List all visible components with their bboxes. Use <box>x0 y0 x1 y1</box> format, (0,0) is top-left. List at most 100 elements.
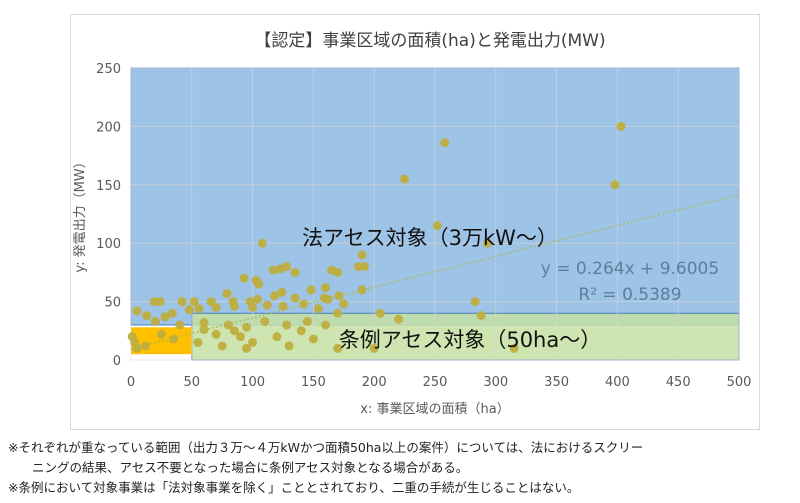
data-point <box>440 138 450 148</box>
data-point <box>254 279 264 289</box>
data-point <box>242 343 252 353</box>
y-tick-label: 100 <box>96 237 121 252</box>
data-point <box>132 306 142 316</box>
data-point <box>334 291 344 301</box>
data-point <box>610 180 620 190</box>
x-axis-label: x: 事業区域の面積（ha） <box>360 401 509 417</box>
x-tick-label: 350 <box>544 375 569 390</box>
x-tick-label: 250 <box>423 375 448 390</box>
data-point <box>321 320 331 330</box>
y-tick-label: 0 <box>113 354 121 369</box>
data-point <box>239 273 249 283</box>
data-point <box>149 297 159 307</box>
note-1-cont: ニングの結果、アセス不要となった場合に条例アセス対象となる場合がある。 <box>32 460 469 475</box>
x-tick-label: 400 <box>605 375 630 390</box>
data-point <box>194 304 204 314</box>
data-point <box>177 297 187 307</box>
y-tick-label: 250 <box>96 62 121 77</box>
data-point <box>290 293 300 303</box>
x-tick-label: 0 <box>127 375 135 390</box>
x-tick-label: 150 <box>301 375 326 390</box>
x-tick-label: 50 <box>184 375 201 390</box>
y-tick-label: 50 <box>104 296 121 311</box>
data-point <box>199 325 209 335</box>
x-tick-label: 450 <box>666 375 691 390</box>
data-point <box>400 174 410 184</box>
chart-title: 【認定】事業区域の面積(ha)と発電出力(MW) <box>254 31 605 51</box>
data-point <box>276 264 286 274</box>
region-label-law: 法アセス対象（3万kW〜） <box>302 226 558 250</box>
data-point <box>141 341 151 351</box>
data-point <box>222 288 232 298</box>
data-point <box>184 305 194 315</box>
y-tick-label: 200 <box>96 120 121 135</box>
data-point <box>375 308 385 318</box>
data-point <box>217 341 227 351</box>
data-point <box>284 341 294 351</box>
data-point <box>394 314 404 324</box>
data-point <box>296 326 306 336</box>
x-tick-label: 300 <box>483 375 508 390</box>
data-point <box>252 294 262 304</box>
data-point <box>248 302 258 312</box>
data-point <box>359 262 369 272</box>
data-point <box>482 238 492 248</box>
data-point <box>302 316 312 326</box>
data-point <box>357 285 367 295</box>
data-point <box>257 238 267 248</box>
data-point <box>306 285 316 295</box>
data-point <box>476 311 486 321</box>
region-label-ordinance: 条例アセス対象（50ha〜） <box>339 328 601 352</box>
data-point <box>323 294 333 304</box>
data-point <box>313 304 323 314</box>
data-point <box>470 297 480 307</box>
data-point <box>333 343 343 353</box>
chart-frame <box>70 14 760 430</box>
data-point <box>308 334 318 344</box>
x-tick-label: 500 <box>727 375 752 390</box>
data-point <box>169 334 179 344</box>
data-point <box>223 320 233 330</box>
data-point <box>333 308 343 318</box>
y-tick-label: 150 <box>96 179 121 194</box>
data-point <box>432 221 442 231</box>
data-point <box>167 308 177 318</box>
note-2: ※条例において対象事業は「法対象事業を除く」こととされており、二重の手続が生じる… <box>8 480 580 495</box>
data-point <box>290 267 300 277</box>
data-point <box>369 343 379 353</box>
y-axis-label: y: 発電出力（MW） <box>73 155 88 272</box>
data-point <box>211 302 221 312</box>
data-point <box>229 301 239 311</box>
trendline <box>130 193 740 350</box>
data-point <box>189 297 199 307</box>
note-1: ※それぞれが重なっている範囲（出力３万〜４万kWかつ面積50ha以上の案件）につ… <box>8 440 644 455</box>
data-point <box>282 320 292 330</box>
x-tick-label: 100 <box>240 375 265 390</box>
data-point <box>299 299 309 309</box>
data-point <box>132 343 142 353</box>
data-point <box>175 320 185 330</box>
data-point <box>262 300 272 310</box>
data-point <box>327 265 337 275</box>
data-point <box>142 311 152 321</box>
data-point <box>269 291 279 301</box>
data-point <box>160 312 170 322</box>
data-point <box>339 299 349 309</box>
data-point <box>509 343 519 353</box>
region-ordinance-assessment <box>191 312 740 361</box>
data-point <box>260 316 270 326</box>
data-point <box>248 337 258 347</box>
data-point <box>616 121 626 131</box>
data-point <box>277 287 287 297</box>
data-point <box>235 332 245 342</box>
data-point <box>272 332 282 342</box>
data-point <box>278 301 288 311</box>
trendline-r2: R² = 0.5389 <box>578 285 681 305</box>
data-point <box>357 250 367 260</box>
data-point <box>199 318 209 328</box>
data-point <box>321 283 331 293</box>
x-tick-label: 200 <box>362 375 387 390</box>
data-point <box>156 329 166 339</box>
trendline-equation: y = 0.264x + 9.6005 <box>541 259 719 279</box>
